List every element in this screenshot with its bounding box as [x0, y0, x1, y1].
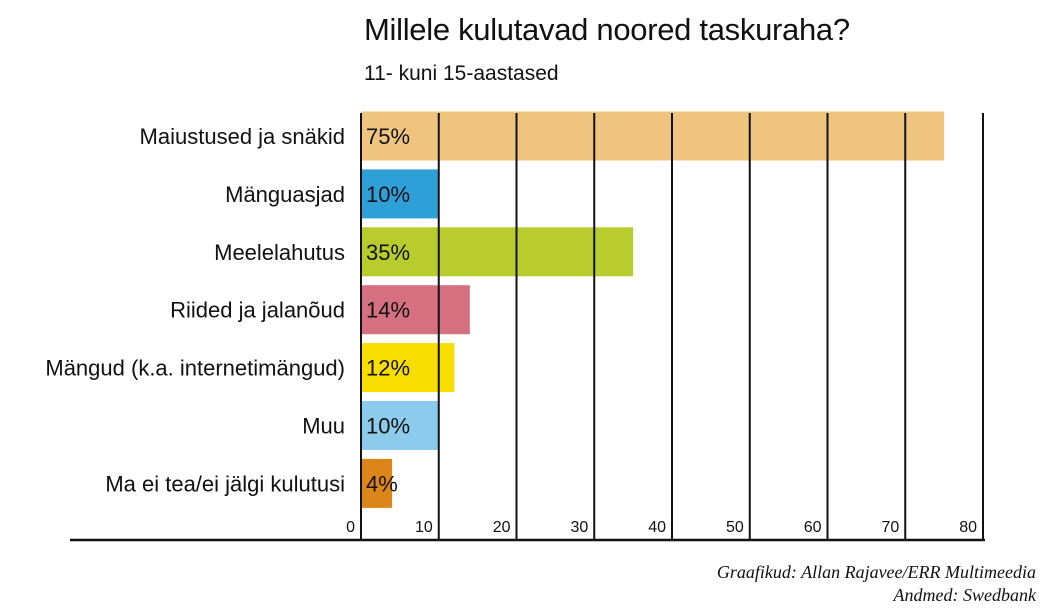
- bar: [361, 285, 470, 335]
- bar: [361, 401, 439, 450]
- category-label: Riided ja jalanõud: [170, 298, 345, 323]
- x-tick-label: 0: [346, 519, 355, 536]
- category-label: Muu: [302, 414, 345, 439]
- data-label: 75%: [366, 124, 410, 149]
- category-label: Mängud (k.a. internetimängud): [45, 356, 345, 381]
- data-label: 10%: [366, 182, 410, 207]
- category-label: Ma ei tea/ei jälgi kulutusi: [105, 471, 345, 496]
- bar: [361, 169, 439, 219]
- x-tick-label: 10: [415, 519, 433, 536]
- x-tick-label: 70: [881, 519, 899, 536]
- x-tick-label: 30: [570, 519, 588, 536]
- credits-data-source: Andmed: Swedbank: [893, 585, 1036, 605]
- category-label: Meelelahutus: [214, 240, 345, 265]
- category-label: Maiustused ja snäkid: [140, 124, 345, 149]
- bar: [361, 227, 634, 277]
- credits: Graafikud: Allan Rajavee/ERR Multimeedia…: [717, 561, 1036, 607]
- bar: [361, 111, 945, 161]
- data-label: 4%: [366, 471, 398, 496]
- data-label: 12%: [366, 356, 410, 381]
- x-tick-label: 40: [648, 519, 666, 536]
- x-tick-label: 80: [959, 519, 977, 536]
- data-label: 14%: [366, 298, 410, 323]
- chart-title: Millele kulutavad noored taskuraha?: [364, 12, 850, 47]
- data-label: 35%: [366, 240, 410, 265]
- x-tick-label: 20: [493, 519, 511, 536]
- bar: [361, 458, 393, 508]
- category-label: Mänguasjad: [225, 182, 345, 207]
- x-tick-label: 60: [804, 519, 822, 536]
- x-tick-label: 50: [726, 519, 744, 536]
- data-label: 10%: [366, 414, 410, 439]
- credits-graphics: Graafikud: Allan Rajavee/ERR Multimeedia: [716, 562, 1036, 582]
- chart-subtitle: 11- kuni 15-aastased: [364, 62, 559, 85]
